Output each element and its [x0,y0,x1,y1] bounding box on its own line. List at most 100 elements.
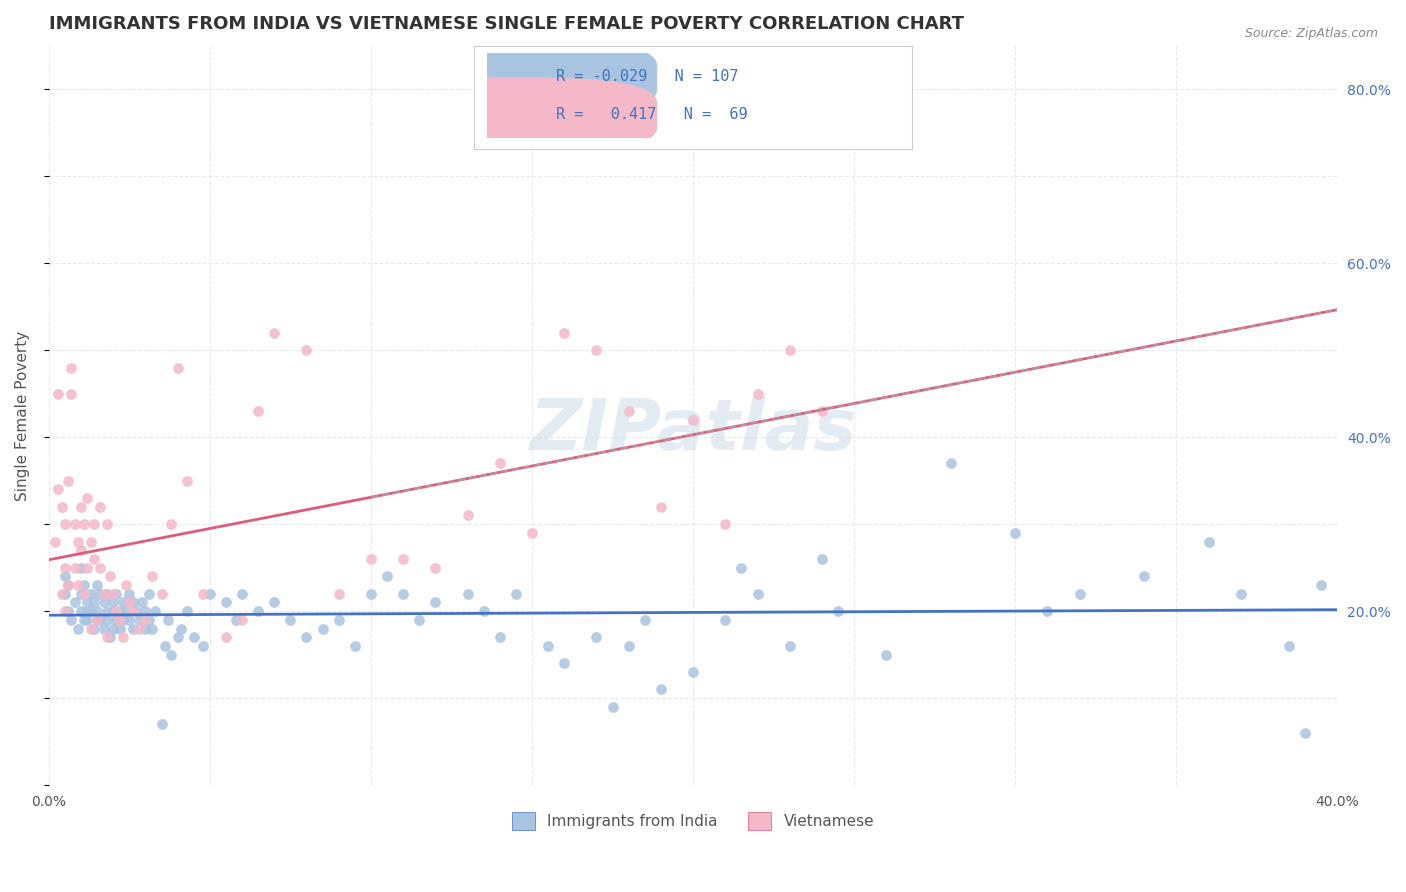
Point [520,525,543,540]
Point [1278,639,1301,653]
Point [176,604,198,618]
Point [1198,534,1220,549]
Point [263,326,285,340]
Point [617,639,640,653]
Point [1004,525,1026,540]
Point [89,560,111,574]
Point [73,517,96,532]
Point [98,569,121,583]
Point [827,604,849,618]
Point [128,613,150,627]
Point [714,517,737,532]
Point [89,500,111,514]
Point [118,595,141,609]
Point [79,587,101,601]
Point [1310,578,1333,592]
Point [111,613,134,627]
Point [101,587,124,601]
Point [425,560,447,574]
Point [457,587,479,601]
Point [70,543,93,558]
Point [105,587,128,601]
Point [134,622,156,636]
Point [63,517,86,532]
Point [108,622,131,636]
FancyBboxPatch shape [474,45,912,149]
Point [93,622,115,636]
Point [56,578,79,592]
Point [160,517,183,532]
Point [83,552,105,566]
Point [166,360,188,375]
Point [650,682,672,697]
Point [63,560,86,574]
Point [730,560,752,574]
Point [76,595,98,609]
Point [650,500,672,514]
Text: Source: ZipAtlas.com: Source: ZipAtlas.com [1244,27,1378,40]
Point [1294,726,1316,740]
Point [247,604,270,618]
Point [56,578,79,592]
Point [48,386,70,401]
Point [96,630,118,644]
Point [79,622,101,636]
Point [70,560,93,574]
Point [198,587,221,601]
Point [125,604,148,618]
Point [131,595,153,609]
Point [111,630,134,644]
Point [166,630,188,644]
Point [66,622,89,636]
Point [48,483,70,497]
Point [156,613,179,627]
Point [60,360,83,375]
Point [66,578,89,592]
Point [537,639,560,653]
Point [295,630,318,644]
Point [86,613,108,627]
Point [53,517,76,532]
Point [70,587,93,601]
Point [98,630,121,644]
Point [263,595,285,609]
Point [111,595,134,609]
Point [86,604,108,618]
Point [392,552,415,566]
Point [76,604,98,618]
Point [375,569,398,583]
Point [231,613,253,627]
Point [96,604,118,618]
Point [193,639,215,653]
Point [585,343,607,358]
Point [602,699,624,714]
Point [76,560,98,574]
Point [53,560,76,574]
Point [472,604,495,618]
Point [53,569,76,583]
Point [86,578,108,592]
Point [408,613,430,627]
Point [73,613,96,627]
Point [105,613,128,627]
Point [231,587,253,601]
Point [108,613,131,627]
Point [425,595,447,609]
Point [939,456,962,470]
Point [60,613,83,627]
Point [150,587,173,601]
Point [101,604,124,618]
Point [714,613,737,627]
Point [138,587,160,601]
Point [1133,569,1156,583]
Point [73,587,96,601]
Point [138,613,160,627]
Point [360,587,382,601]
Point [134,613,156,627]
Text: ZIPatlas: ZIPatlas [530,396,856,465]
Point [79,604,101,618]
Point [96,613,118,627]
Point [93,595,115,609]
Point [93,587,115,601]
Point [101,595,124,609]
